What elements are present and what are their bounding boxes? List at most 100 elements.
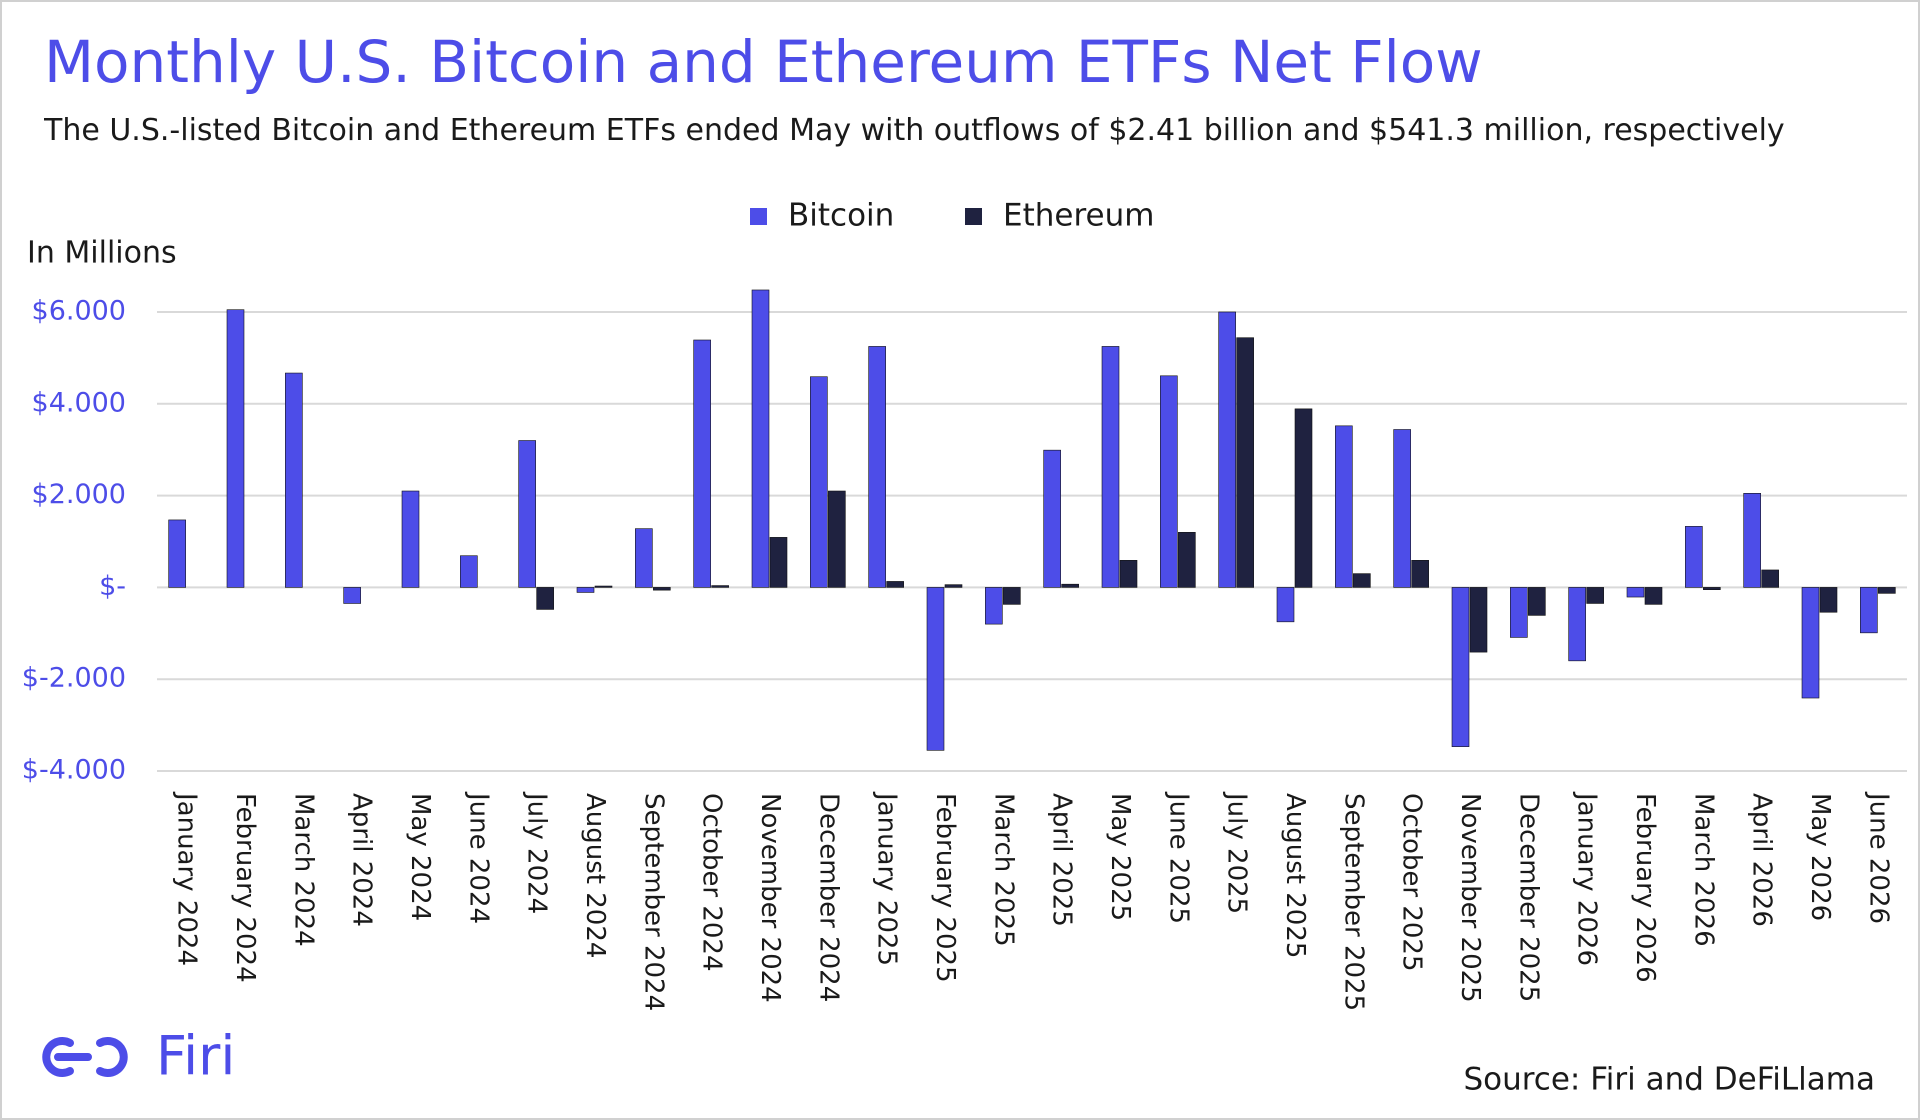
- x-tick-label: December 2025: [1513, 793, 1543, 1002]
- bar: [518, 440, 536, 588]
- x-tick-label: July 2025: [1222, 791, 1252, 914]
- bar: [1353, 573, 1371, 588]
- bar: [1626, 587, 1645, 598]
- bar: [1685, 526, 1703, 588]
- subtitle-box: The U.S.-listed Bitcoin and Ethereum ETF…: [44, 113, 1785, 148]
- bar: [751, 289, 770, 588]
- bar: [1703, 587, 1721, 590]
- x-tick-label: January 2025: [872, 791, 902, 966]
- x-tick-label: June 2026: [1863, 791, 1893, 924]
- x-tick-label: March 2025: [988, 793, 1018, 947]
- bar: [1003, 587, 1021, 605]
- bar: [1644, 587, 1663, 605]
- bar: [1586, 587, 1604, 604]
- bar: [1160, 375, 1178, 588]
- bar: [1860, 587, 1878, 634]
- bar: [1276, 587, 1295, 623]
- source: Source: Firi and DeFiLlama: [1463, 1062, 1875, 1098]
- bar: [1568, 587, 1586, 662]
- bar: [1393, 429, 1411, 588]
- x-tick-label: June 2024: [463, 791, 493, 924]
- chart-title: Monthly U.S. Bitcoin and Ethereum ETFs N…: [44, 28, 1483, 96]
- legend-label: Bitcoin: [788, 198, 894, 234]
- bar: [1178, 532, 1196, 588]
- brand: Firi: [156, 1025, 235, 1088]
- bar: [1469, 587, 1488, 653]
- y-tick-label: $6.000: [32, 296, 126, 327]
- bar: [944, 584, 963, 588]
- x-tick-label: November 2025: [1455, 793, 1485, 1003]
- legend-label: Ethereum: [1003, 198, 1154, 234]
- x-tick-label: June 2025: [1163, 791, 1193, 924]
- bar: [693, 339, 711, 588]
- bar: [926, 587, 945, 751]
- bar: [576, 587, 595, 593]
- bar: [828, 490, 846, 588]
- bar: [594, 585, 613, 588]
- bar: [168, 519, 186, 588]
- bar: [635, 528, 653, 588]
- x-tick-label: August 2025: [1280, 793, 1310, 958]
- y-tick-label: $-2.000: [22, 663, 126, 694]
- bar: [343, 587, 361, 604]
- bar: [536, 587, 554, 610]
- bar: [1119, 560, 1138, 588]
- bar: [1801, 587, 1820, 699]
- x-tick-label: January 2026: [1572, 791, 1602, 966]
- bar: [1061, 583, 1079, 588]
- bar: [1411, 560, 1429, 588]
- y-axis-label: In Millions: [27, 236, 177, 271]
- legend-swatch: [965, 208, 982, 225]
- y-tick-label: $-: [99, 571, 126, 602]
- chart-subtitle: The U.S.-listed Bitcoin and Ethereum ETF…: [44, 113, 1785, 148]
- bar: [1236, 337, 1254, 588]
- x-tick-label: May 2026: [1805, 793, 1835, 921]
- legend-swatch: [750, 208, 767, 225]
- bar: [285, 372, 303, 588]
- x-tick-label: October 2024: [697, 793, 727, 971]
- bar: [460, 555, 478, 588]
- x-tick-label: May 2024: [405, 793, 435, 921]
- bar: [1043, 449, 1061, 588]
- x-tick-label: April 2024: [347, 793, 377, 927]
- logo: Firi: [42, 1025, 235, 1088]
- bar: [653, 587, 671, 591]
- x-tick-label: November 2024: [755, 793, 785, 1003]
- bar: [1878, 587, 1896, 594]
- x-tick-label: December 2024: [813, 793, 843, 1002]
- x-tick-label: February 2026: [1630, 793, 1660, 983]
- x-tick-label: March 2024: [288, 793, 318, 947]
- bar: [711, 585, 729, 588]
- x-tick-label: July 2024: [522, 791, 552, 914]
- bar: [226, 309, 245, 588]
- x-tick-label: February 2024: [230, 793, 260, 983]
- x-tick-label: April 2025: [1047, 793, 1077, 927]
- logo-mark: [42, 1037, 128, 1077]
- bar: [868, 346, 886, 588]
- bar: [1761, 569, 1779, 588]
- bar: [810, 376, 828, 588]
- bar: [1451, 587, 1470, 747]
- bar: [1294, 408, 1313, 588]
- bar: [1101, 346, 1120, 588]
- bar: [1743, 493, 1761, 588]
- x-tick-label: September 2025: [1338, 793, 1368, 1011]
- bar: [401, 490, 420, 588]
- bar: [1510, 587, 1528, 638]
- x-tick-label: September 2024: [638, 793, 668, 1011]
- bar: [1819, 587, 1838, 613]
- x-tick-label: May 2025: [1105, 793, 1135, 921]
- bar: [1335, 425, 1353, 588]
- x-tick-label: October 2025: [1397, 793, 1427, 971]
- y-tick-label: $2.000: [32, 479, 126, 510]
- x-tick-label: January 2024: [172, 791, 202, 966]
- bar: [1528, 587, 1546, 616]
- bar: [1218, 311, 1236, 588]
- x-tick-label: April 2026: [1747, 793, 1777, 927]
- bar: [769, 537, 788, 588]
- x-tick-label: February 2025: [930, 793, 960, 983]
- y-tick-label: $4.000: [32, 387, 126, 418]
- bar: [985, 587, 1003, 625]
- x-tick-label: March 2026: [1688, 793, 1718, 947]
